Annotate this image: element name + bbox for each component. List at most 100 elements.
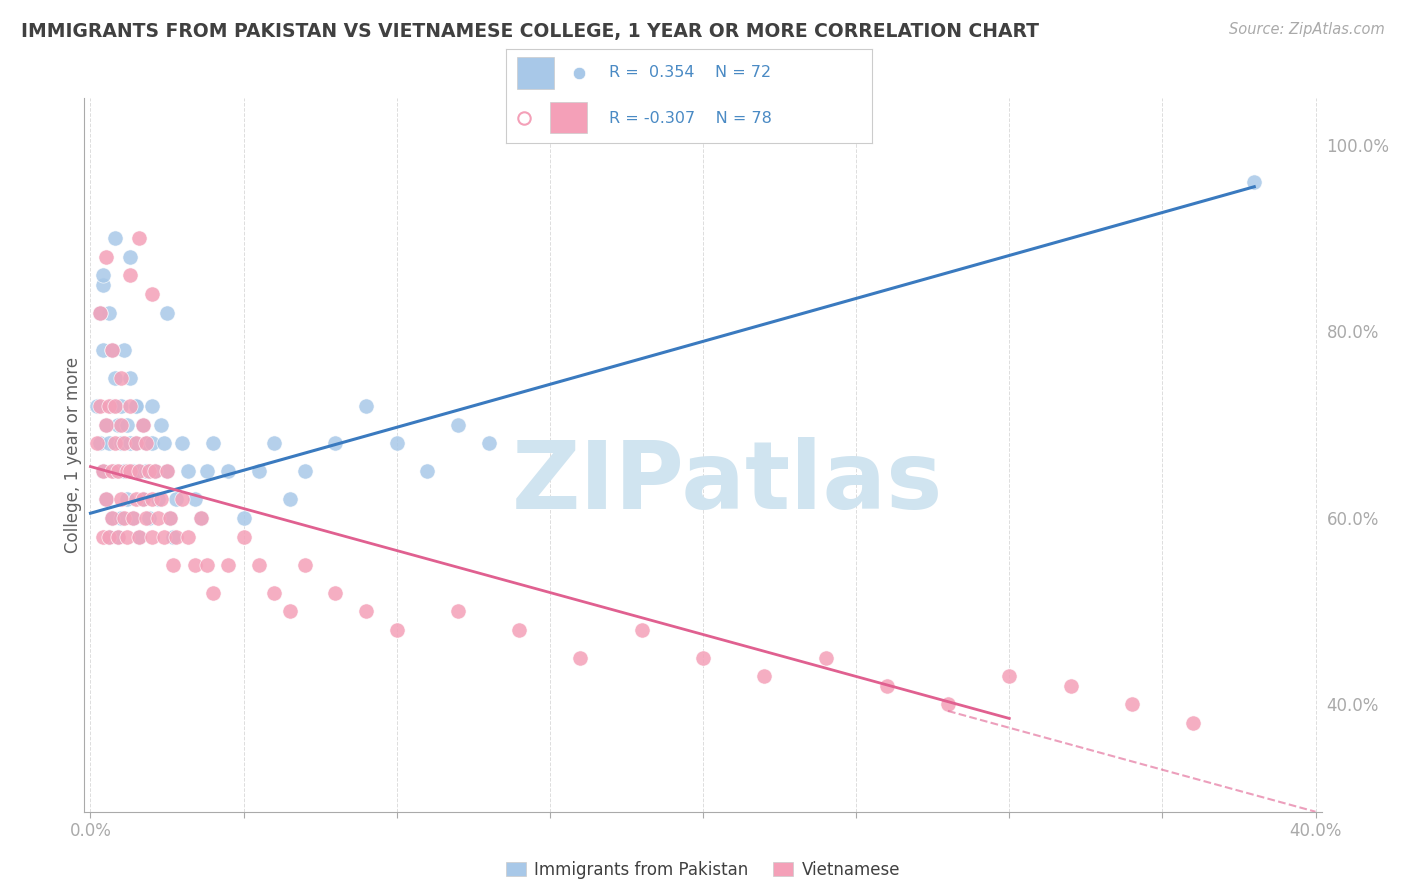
- Point: [232, 530, 254, 544]
- Point: [104, 371, 127, 385]
- Point: [294, 464, 316, 478]
- Point: [478, 436, 501, 450]
- Point: [156, 306, 179, 320]
- Point: [89, 399, 111, 413]
- Point: [89, 306, 111, 320]
- Point: [122, 511, 145, 525]
- Point: [110, 417, 132, 432]
- Text: R = -0.307    N = 78: R = -0.307 N = 78: [609, 111, 772, 126]
- Point: [325, 585, 347, 599]
- Point: [125, 436, 148, 450]
- Point: [120, 464, 142, 478]
- Point: [165, 530, 187, 544]
- Point: [177, 464, 200, 478]
- Point: [110, 492, 132, 507]
- Point: [94, 417, 117, 432]
- Y-axis label: College, 1 year or more: College, 1 year or more: [65, 357, 82, 553]
- Point: [1059, 679, 1081, 693]
- Text: Source: ZipAtlas.com: Source: ZipAtlas.com: [1229, 22, 1385, 37]
- Point: [278, 492, 301, 507]
- Point: [1243, 175, 1265, 189]
- Point: [447, 417, 470, 432]
- Point: [162, 558, 184, 572]
- Point: [122, 511, 145, 525]
- Point: [101, 343, 124, 357]
- Point: [89, 306, 111, 320]
- Point: [195, 464, 218, 478]
- Point: [97, 306, 120, 320]
- Point: [153, 530, 176, 544]
- Point: [692, 650, 714, 665]
- Point: [190, 511, 212, 525]
- Legend: Immigrants from Pakistan, Vietnamese: Immigrants from Pakistan, Vietnamese: [499, 855, 907, 886]
- Point: [131, 492, 153, 507]
- Point: [183, 492, 205, 507]
- Point: [94, 492, 117, 507]
- Point: [97, 436, 120, 450]
- Point: [112, 343, 135, 357]
- Point: [120, 399, 142, 413]
- Point: [120, 250, 142, 264]
- Text: IMMIGRANTS FROM PAKISTAN VS VIETNAMESE COLLEGE, 1 YEAR OR MORE CORRELATION CHART: IMMIGRANTS FROM PAKISTAN VS VIETNAMESE C…: [21, 22, 1039, 41]
- Point: [91, 268, 114, 283]
- Point: [115, 492, 138, 507]
- Point: [94, 250, 117, 264]
- Point: [101, 399, 124, 413]
- Point: [89, 436, 111, 450]
- Point: [172, 492, 194, 507]
- Point: [125, 399, 148, 413]
- Point: [125, 492, 148, 507]
- Point: [104, 464, 127, 478]
- Point: [354, 604, 377, 618]
- Point: [153, 436, 176, 450]
- Point: [120, 436, 142, 450]
- Point: [814, 650, 837, 665]
- Point: [138, 464, 160, 478]
- Point: [94, 492, 117, 507]
- Point: [115, 464, 138, 478]
- Point: [120, 371, 142, 385]
- Point: [513, 112, 536, 126]
- Point: [135, 436, 157, 450]
- Point: [91, 277, 114, 292]
- Point: [263, 436, 285, 450]
- Text: ZIPatlas: ZIPatlas: [512, 437, 943, 530]
- Point: [190, 511, 212, 525]
- Point: [91, 343, 114, 357]
- Point: [86, 399, 108, 413]
- Point: [107, 464, 129, 478]
- Point: [122, 464, 145, 478]
- Point: [217, 558, 239, 572]
- Point: [1121, 698, 1143, 712]
- Point: [149, 492, 172, 507]
- Point: [385, 436, 408, 450]
- Point: [183, 558, 205, 572]
- Point: [141, 436, 163, 450]
- Point: [141, 399, 163, 413]
- Point: [104, 399, 127, 413]
- Point: [143, 464, 166, 478]
- Point: [146, 492, 169, 507]
- Bar: [517, 57, 554, 89]
- Point: [112, 436, 135, 450]
- Point: [217, 464, 239, 478]
- Point: [141, 530, 163, 544]
- Point: [876, 679, 898, 693]
- Point: [125, 399, 148, 413]
- Point: [141, 287, 163, 301]
- Point: [247, 464, 270, 478]
- Point: [156, 464, 179, 478]
- Point: [385, 623, 408, 637]
- Point: [247, 558, 270, 572]
- Point: [569, 650, 592, 665]
- Point: [146, 511, 169, 525]
- Point: [135, 436, 157, 450]
- Point: [177, 530, 200, 544]
- Point: [94, 417, 117, 432]
- Point: [107, 530, 129, 544]
- Point: [294, 558, 316, 572]
- Point: [131, 492, 153, 507]
- Point: [128, 231, 150, 245]
- Point: [416, 464, 439, 478]
- Point: [125, 436, 148, 450]
